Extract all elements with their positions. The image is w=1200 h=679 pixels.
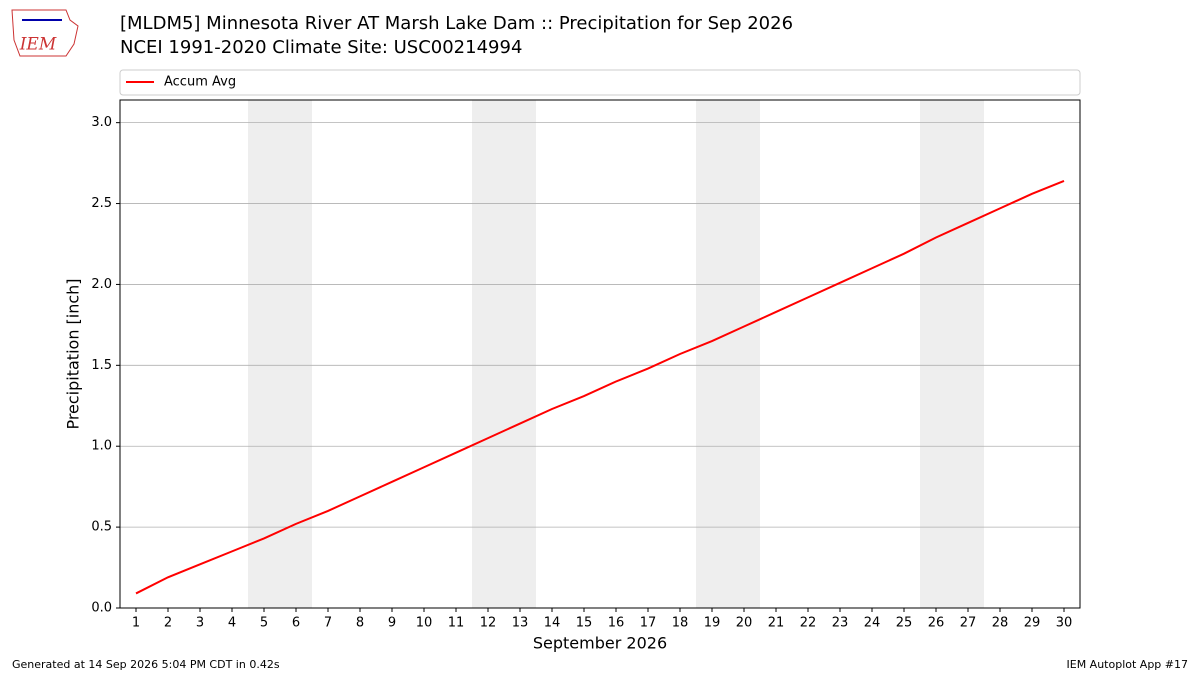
x-tick-label: 25 xyxy=(896,616,913,631)
logo: IEM xyxy=(11,9,79,57)
x-tick-label: 27 xyxy=(960,616,977,631)
x-tick-label: 14 xyxy=(544,616,561,631)
x-tick-label: 17 xyxy=(640,616,657,631)
y-tick-label: 2.0 xyxy=(91,277,112,292)
x-tick-label: 1 xyxy=(132,616,140,631)
x-tick-label: 11 xyxy=(448,616,465,631)
x-tick-label: 2 xyxy=(164,616,172,631)
x-axis-label: September 2026 xyxy=(533,634,667,653)
x-tick-label: 26 xyxy=(928,616,945,631)
x-tick-label: 10 xyxy=(416,616,433,631)
x-tick-label: 28 xyxy=(992,616,1009,631)
x-tick-label: 6 xyxy=(292,616,300,631)
x-tick-label: 16 xyxy=(608,616,625,631)
x-tick-label: 20 xyxy=(736,616,753,631)
x-tick-label: 5 xyxy=(260,616,268,631)
legend-box xyxy=(119,69,1081,96)
y-tick-label: 0.0 xyxy=(91,601,112,616)
y-tick-label: 1.0 xyxy=(91,439,112,454)
x-tick-label: 8 xyxy=(356,616,364,631)
weekend-band xyxy=(248,100,312,608)
y-tick-label: 3.0 xyxy=(91,115,112,130)
x-tick-label: 18 xyxy=(672,616,689,631)
logo-text: IEM xyxy=(19,35,57,55)
y-tick-label: 1.5 xyxy=(91,358,112,373)
x-tick-label: 15 xyxy=(576,616,593,631)
x-tick-label: 24 xyxy=(864,616,881,631)
x-tick-label: 3 xyxy=(196,616,204,631)
y-tick-label: 2.5 xyxy=(91,196,112,211)
x-tick-label: 29 xyxy=(1024,616,1041,631)
x-tick-label: 21 xyxy=(768,616,785,631)
weekend-band xyxy=(696,100,760,608)
data-line xyxy=(135,179,1065,595)
footer-right: IEM Autoplot App #17 xyxy=(1067,658,1189,671)
weekend-band xyxy=(472,100,536,608)
chart-subtitle: NCEI 1991-2020 Climate Site: USC00214994 xyxy=(120,37,522,58)
footer-left: Generated at 14 Sep 2026 5:04 PM CDT in … xyxy=(12,658,280,671)
x-tick-label: 12 xyxy=(480,616,497,631)
logo-outline xyxy=(11,9,79,57)
weekend-band xyxy=(920,100,984,608)
chart-title: [MLDM5] Minnesota River AT Marsh Lake Da… xyxy=(120,13,793,34)
x-tick-label: 19 xyxy=(704,616,721,631)
legend-label: Accum Avg xyxy=(164,75,236,90)
y-tick-label: 0.5 xyxy=(91,520,112,535)
x-tick-label: 9 xyxy=(388,616,396,631)
x-tick-label: 4 xyxy=(228,616,236,631)
y-axis-label: Precipitation [inch] xyxy=(64,278,83,429)
x-tick-label: 22 xyxy=(800,616,817,631)
x-tick-label: 30 xyxy=(1056,616,1073,631)
x-tick-label: 23 xyxy=(832,616,849,631)
x-tick-label: 7 xyxy=(324,616,332,631)
plot-frame xyxy=(119,99,1081,609)
x-tick-label: 13 xyxy=(512,616,529,631)
